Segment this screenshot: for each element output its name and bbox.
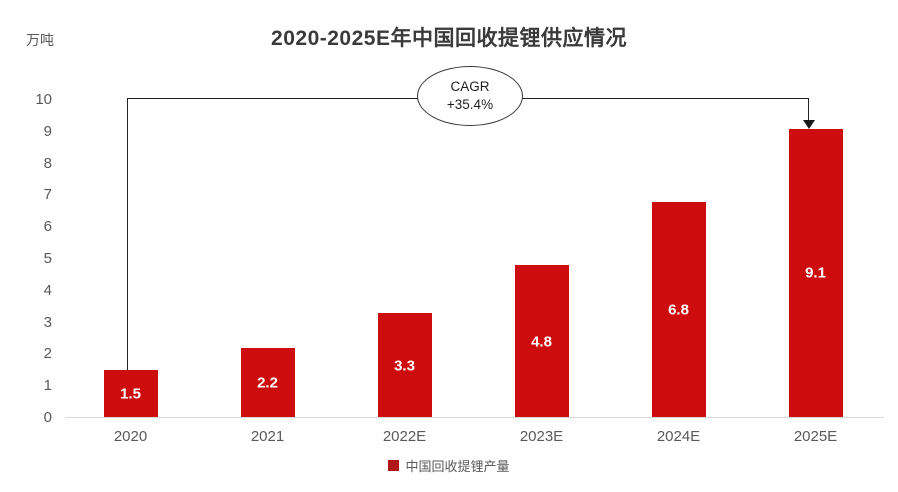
y-tick-label: 2 <box>43 345 52 363</box>
bar-2021: 2.2 <box>240 348 295 418</box>
y-axis-unit-label: 万吨 <box>26 32 54 48</box>
y-tick-label: 9 <box>43 122 52 140</box>
x-axis-line <box>65 417 884 418</box>
y-tick-label: 8 <box>43 154 52 172</box>
y-tick-label: 7 <box>43 186 52 204</box>
x-tick-label-2020: 2020 <box>113 428 148 445</box>
x-tick-label-2023E: 2023E <box>519 428 564 445</box>
cagr-arrowhead-icon <box>803 120 815 129</box>
x-tick-label-2021: 2021 <box>250 428 285 445</box>
bar-value-label: 2.2 <box>257 374 278 392</box>
y-tick-label: 6 <box>43 218 52 236</box>
cagr-bracket-left-line <box>127 98 128 370</box>
y-tick-label: 3 <box>43 313 52 331</box>
bar-2020: 1.5 <box>103 370 158 418</box>
x-tick-label-2022E: 2022E <box>382 428 427 445</box>
x-tick-label-2024E: 2024E <box>656 428 701 445</box>
y-tick-label: 0 <box>43 409 52 426</box>
y-tick-label: 4 <box>43 281 52 299</box>
bar-2025E: 9.1 <box>788 128 843 418</box>
bar-2022E: 3.3 <box>377 313 432 418</box>
legend: 中国回收提锂产量 <box>0 456 898 475</box>
bar-2024E: 6.8 <box>651 201 706 418</box>
cagr-annotation-line1: CAGR <box>450 79 490 95</box>
plot-area: 1.5 2.2 3.3 4.8 6.8 9.1 <box>62 100 884 418</box>
cagr-annotation-line2: +35.4% <box>446 97 494 112</box>
bar-2023E: 4.8 <box>514 265 569 418</box>
y-tick-label: 10 <box>35 91 52 108</box>
bar-value-label: 4.8 <box>531 333 552 351</box>
bar-value-label: 3.3 <box>394 357 415 375</box>
x-tick-label-2025E: 2025E <box>793 428 838 445</box>
y-tick-label: 1 <box>43 377 52 395</box>
y-tick-label: 5 <box>43 250 52 267</box>
legend-label: 中国回收提锂产量 <box>405 459 510 474</box>
legend-marker-icon <box>388 460 400 471</box>
bar-value-label: 1.5 <box>120 385 141 403</box>
cagr-bracket-right-line <box>808 98 809 121</box>
chart-title: 2020-2025E年中国回收提锂供应情况 <box>271 27 627 50</box>
bar-value-label: 6.8 <box>668 301 689 319</box>
bar-value-label: 9.1 <box>805 264 826 282</box>
cagr-annotation-bubble: CAGR +35.4% <box>417 66 523 126</box>
